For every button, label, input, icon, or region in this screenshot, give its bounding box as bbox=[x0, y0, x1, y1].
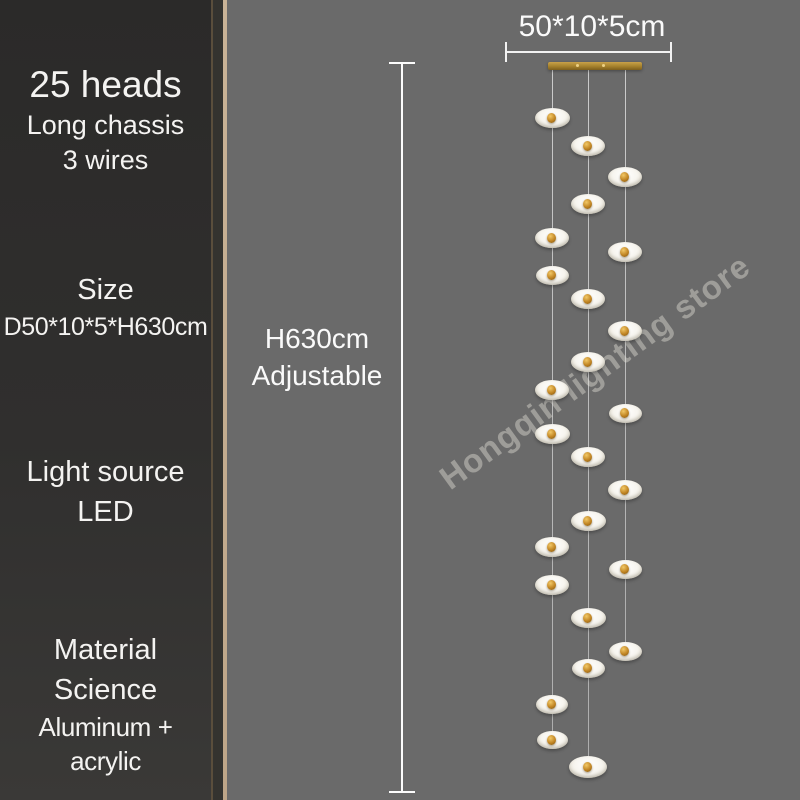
height-dimension-cap-bottom bbox=[389, 791, 415, 793]
lamp-disc bbox=[535, 380, 569, 400]
height-dimension-cap-top bbox=[389, 62, 415, 64]
lamp-disc-bead bbox=[583, 199, 592, 209]
lamp-disc bbox=[535, 228, 569, 248]
lamp-disc-bead bbox=[620, 326, 629, 336]
lamp-disc bbox=[608, 321, 642, 341]
lamp-disc bbox=[608, 242, 642, 262]
spec-heads-title: 25 heads bbox=[29, 64, 182, 105]
lamp-disc bbox=[536, 731, 568, 749]
height-dimension-label: H630cm Adjustable bbox=[227, 320, 407, 394]
lamp-disc bbox=[535, 265, 569, 285]
lamp-disc-bead bbox=[547, 429, 556, 439]
spec-size-value: D50*10*5*H630cm bbox=[3, 313, 208, 341]
spec-heads-block: 25 heads Long chassis 3 wires bbox=[0, 62, 211, 178]
spec-light-block: Light source LED bbox=[0, 452, 211, 532]
height-dimension-value: H630cm bbox=[264, 323, 370, 354]
width-dimension-tick-right bbox=[670, 42, 672, 62]
lamp-disc-bead bbox=[583, 613, 592, 623]
lamp-disc-bead bbox=[620, 646, 629, 656]
lamp-disc bbox=[570, 511, 606, 531]
panel-accent-line bbox=[223, 0, 227, 800]
lamp-disc-bead bbox=[620, 408, 629, 418]
spec-heads-wires: 3 wires bbox=[62, 145, 149, 175]
lamp-disc-bead bbox=[583, 762, 592, 772]
spec-size-block: Size D50*10*5*H630cm bbox=[0, 270, 211, 344]
lamp-disc bbox=[608, 641, 642, 661]
lamp-disc bbox=[571, 289, 605, 309]
spec-light-label: Light source bbox=[26, 456, 185, 488]
lamp-disc-bead bbox=[547, 233, 556, 243]
width-dimension-label: 50*10*5cm bbox=[518, 10, 666, 43]
lamp-disc bbox=[571, 352, 605, 372]
lamp-disc-bead bbox=[583, 294, 592, 304]
lamp-disc-bead bbox=[547, 113, 556, 123]
lamp-disc-bead bbox=[620, 247, 629, 257]
lamp-disc bbox=[535, 575, 569, 595]
lamp-disc-bead bbox=[620, 564, 629, 574]
lamp-disc bbox=[571, 136, 605, 156]
height-dimension-line bbox=[401, 63, 403, 792]
lamp-disc-bead bbox=[547, 385, 556, 395]
lamp-wire bbox=[625, 70, 626, 651]
specs-panel: 25 heads Long chassis 3 wires Size D50*1… bbox=[0, 0, 211, 800]
spec-size-label: Size bbox=[77, 274, 134, 306]
spec-material-label: Material Science bbox=[53, 634, 158, 706]
spec-light-value: LED bbox=[77, 496, 134, 528]
lamp-disc-bead bbox=[620, 172, 629, 182]
width-dimension-line bbox=[505, 51, 672, 53]
width-dimension-tick-left bbox=[505, 42, 507, 62]
lamp-disc-bead bbox=[547, 735, 556, 745]
lamp-disc bbox=[534, 424, 570, 444]
lamp-disc bbox=[569, 756, 607, 778]
lamp-disc bbox=[536, 694, 568, 714]
canopy-screw-icon bbox=[602, 64, 605, 67]
lamp-disc bbox=[571, 658, 605, 678]
lamp-disc-bead bbox=[583, 141, 592, 151]
canopy-screw-icon bbox=[576, 64, 579, 67]
lamp-disc bbox=[571, 447, 605, 467]
lamp-disc bbox=[608, 167, 642, 187]
lamp-disc-bead bbox=[583, 516, 592, 526]
lamp-disc-bead bbox=[547, 542, 556, 552]
ceiling-canopy-bar bbox=[548, 62, 642, 70]
lamp-wire bbox=[552, 70, 553, 740]
lamp-disc bbox=[535, 537, 569, 557]
height-dimension-note: Adjustable bbox=[251, 360, 383, 391]
lamp-disc bbox=[571, 194, 605, 214]
lamp-disc bbox=[608, 480, 642, 500]
lamp-disc-bead bbox=[583, 452, 592, 462]
lamp-disc bbox=[608, 559, 642, 579]
lamp-disc-bead bbox=[547, 270, 556, 280]
lamp-wire bbox=[588, 70, 589, 767]
lamp-disc bbox=[570, 608, 606, 628]
lamp-disc-bead bbox=[547, 699, 556, 709]
panel-edge-line bbox=[211, 0, 225, 800]
lamp-disc-bead bbox=[583, 663, 592, 673]
lamp-disc-bead bbox=[583, 357, 592, 367]
spec-material-value: Aluminum + acrylic bbox=[38, 712, 173, 776]
spec-material-block: Material Science Aluminum + acrylic bbox=[0, 630, 211, 778]
lamp-disc-bead bbox=[620, 485, 629, 495]
lamp-disc bbox=[608, 403, 642, 423]
spec-heads-chassis: Long chassis bbox=[26, 110, 185, 140]
lamp-disc bbox=[534, 108, 570, 128]
lamp-disc-bead bbox=[547, 580, 556, 590]
